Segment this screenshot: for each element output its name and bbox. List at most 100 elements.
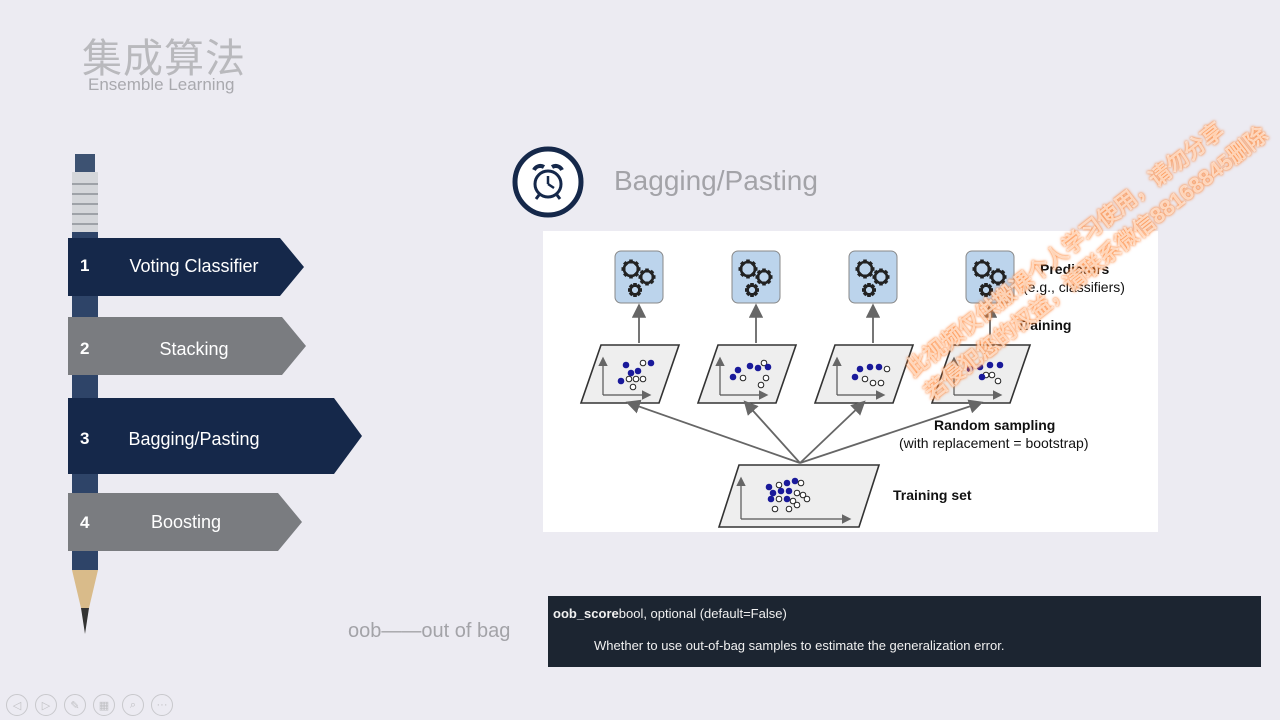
sample-panel-point xyxy=(764,363,772,371)
training-set-panel-point xyxy=(775,495,783,503)
training-set-panel-point xyxy=(791,477,799,485)
sample-panel xyxy=(813,344,915,404)
sample-panel-point xyxy=(625,375,633,383)
sample-panel-point xyxy=(739,374,747,382)
gear-icon xyxy=(638,268,656,286)
doc-box: oob_scorebool, optional (default=False) … xyxy=(548,596,1261,667)
sampling-arrow xyxy=(743,400,801,464)
predictors-label: Predictors xyxy=(1040,261,1110,277)
next-slide-icon[interactable]: ▷ xyxy=(35,694,57,716)
sample-panel-point xyxy=(639,375,647,383)
sample-panel-point xyxy=(851,373,859,381)
doc-param-line: oob_scorebool, optional (default=False) xyxy=(553,606,787,621)
slides-grid-icon[interactable]: ▦ xyxy=(93,694,115,716)
sample-panel-point xyxy=(639,359,647,367)
pencil-icon xyxy=(72,154,98,634)
training-set-panel-point xyxy=(777,487,785,495)
sample-panel-point xyxy=(746,362,754,370)
random-sampling-label: Random sampling xyxy=(934,417,1056,433)
training-set-panel-point xyxy=(783,479,791,487)
menu-item-bagging-pasting[interactable]: 3 Bagging/Pasting xyxy=(68,398,362,474)
training-set-panel-point xyxy=(771,505,779,513)
menu-item-label: Stacking xyxy=(159,339,229,359)
alarm-clock-icon xyxy=(512,146,584,218)
training-set-panel-point xyxy=(789,497,797,505)
predictors-sub-label: (e.g., classifiers) xyxy=(1023,279,1125,295)
gear-icon xyxy=(972,259,992,279)
sample-panel-point xyxy=(877,379,885,387)
menu-item-number: 2 xyxy=(80,339,90,358)
training-set-panel-point xyxy=(783,495,791,503)
pen-icon[interactable]: ✎ xyxy=(64,694,86,716)
sample-panel-point xyxy=(629,383,637,391)
zoom-icon[interactable]: ⌕ xyxy=(122,694,144,716)
slide-nav: ◁ ▷ ✎ ▦ ⌕ ··· xyxy=(6,694,173,716)
menu-item-number: 3 xyxy=(80,429,90,448)
gear-icon xyxy=(738,259,758,279)
sample-panel-point xyxy=(869,379,877,387)
sample-panel-point xyxy=(627,369,635,377)
sample-panel-point xyxy=(988,371,996,379)
page-title: 集成算法 xyxy=(82,36,246,82)
menu-item-voting-classifier[interactable]: 1 Voting Classifier xyxy=(68,238,304,296)
sample-panel-point xyxy=(976,363,984,371)
menu-item-number: 1 xyxy=(80,256,90,275)
gear-icon xyxy=(628,283,642,297)
sampling-arrow xyxy=(799,400,866,464)
sample-panel-point xyxy=(754,364,762,372)
sample-panel-point xyxy=(622,361,630,369)
training-set-label: Training set xyxy=(893,487,972,503)
sample-panel-point xyxy=(729,373,737,381)
sample-panel-point xyxy=(996,361,1004,369)
training-set-panel-point xyxy=(775,481,783,489)
training-set-panel xyxy=(717,464,881,528)
training-set-panel-point xyxy=(769,489,777,497)
menu-item-stacking[interactable]: 2 Stacking xyxy=(68,317,306,375)
sample-panel-point xyxy=(617,377,625,385)
sample-panel-point xyxy=(966,365,974,373)
oob-label: oob——out of bag xyxy=(348,620,511,642)
gear-icon xyxy=(855,259,875,279)
section-title: Bagging/Pasting xyxy=(614,165,818,196)
menu-item-number: 4 xyxy=(80,513,90,532)
training-set-panel-point xyxy=(803,495,811,503)
sample-panel-point xyxy=(856,365,864,373)
training-set-panel-point xyxy=(797,479,805,487)
training-set-panel-point xyxy=(785,505,793,513)
sample-panel-point xyxy=(866,363,874,371)
prev-slide-icon[interactable]: ◁ xyxy=(6,694,28,716)
training-set-panel-point xyxy=(793,489,801,497)
sample-panel-point xyxy=(632,375,640,383)
training-set-panel-point xyxy=(767,495,775,503)
gear-icon xyxy=(745,283,759,297)
training-label: Training xyxy=(1017,317,1072,333)
menu-item-label: Boosting xyxy=(150,512,222,532)
sample-panel-point xyxy=(734,366,742,374)
sample-panel-point xyxy=(994,377,1002,385)
sample-panel-point xyxy=(760,359,768,367)
gear-icon xyxy=(872,268,890,286)
doc-param-type: bool, optional (default=False) xyxy=(618,606,787,621)
sample-panel xyxy=(696,344,798,404)
sample-panel-point xyxy=(647,359,655,367)
page-subtitle: Ensemble Learning xyxy=(88,75,235,94)
bagging-diagram: Predictors (e.g., classifiers) Training … xyxy=(543,231,1158,532)
doc-param-name: oob_score xyxy=(553,606,619,621)
sample-panel-point xyxy=(757,381,765,389)
sample-panel-point xyxy=(978,373,986,381)
training-set-panel-point xyxy=(799,491,807,499)
gear-icon xyxy=(979,283,993,297)
menu-item-boosting[interactable]: 4 Boosting xyxy=(68,493,302,551)
menu-item-label: Voting Classifier xyxy=(129,256,259,276)
gear-icon xyxy=(989,268,1007,286)
more-icon[interactable]: ··· xyxy=(151,694,173,716)
sample-panel-point xyxy=(762,374,770,382)
training-set-panel-point xyxy=(785,487,793,495)
sampling-arrow xyxy=(799,399,984,464)
menu-item-label: Bagging/Pasting xyxy=(128,429,260,449)
bagging-diagram-svg xyxy=(579,250,1032,528)
training-set-panel-point xyxy=(765,483,773,491)
training-set-panel-point xyxy=(793,501,801,509)
sample-panel-point xyxy=(883,365,891,373)
sample-panel-point xyxy=(986,361,994,369)
